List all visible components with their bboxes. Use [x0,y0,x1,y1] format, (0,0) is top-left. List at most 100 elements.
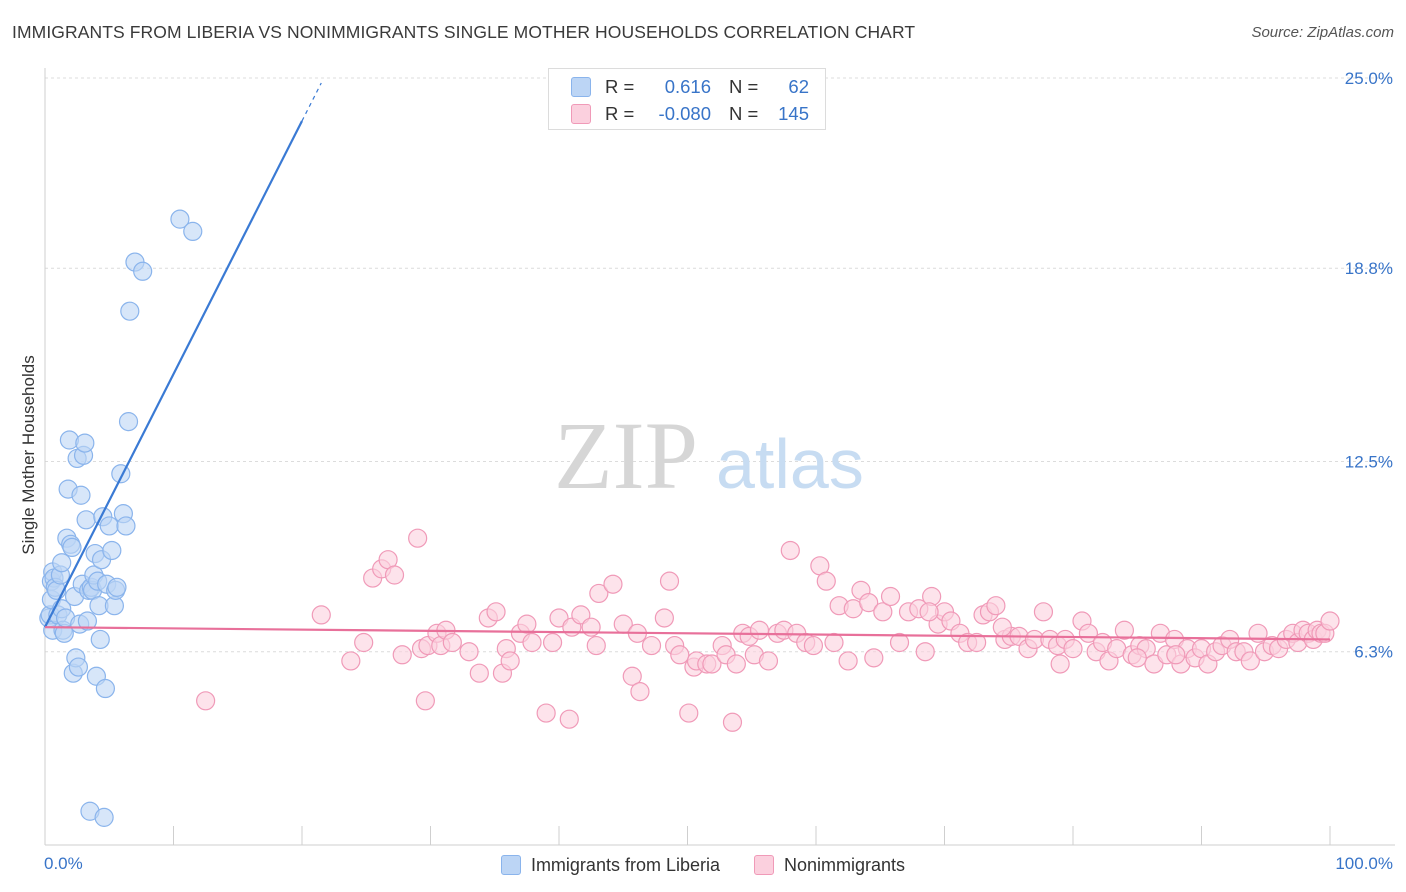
nonimmigrant-point [536,703,556,723]
nonimmigrant-point [702,654,722,674]
data-points [39,209,1340,827]
liberia-point [68,657,89,677]
nonimmigrant-point [469,663,489,683]
nonimmigrant-point [816,571,836,591]
nonimmigrant-point [1033,602,1054,622]
legend-label: Nonimmigrants [784,854,906,875]
x-tick-label-max: 100.0% [1335,854,1393,873]
y-tick-label: 25.0% [1345,69,1393,88]
watermark: ZIP atlas [554,402,864,509]
nonimmigrant-point [864,648,884,668]
chart-title: IMMIGRANTS FROM LIBERIA VS NONIMMIGRANTS… [12,22,916,42]
nonimmigrant-point [915,642,935,662]
nonimmigrant-point [559,709,579,729]
liberia-point [75,433,95,453]
liberia-point [95,678,115,699]
nonimmigrant-point [354,632,374,653]
nonimmigrant-point [522,632,542,653]
r-label: R = [605,76,635,97]
nonimmigrant-point [542,632,563,653]
liberia-point [170,209,190,229]
liberia-trend-extension [301,82,322,122]
legend-item-liberia[interactable]: Immigrants from Liberia [500,854,720,876]
nonimmigrant-point [726,654,746,674]
n-value: 145 [778,103,809,124]
liberia-point [94,807,114,827]
nonimmigrant-point [408,528,428,548]
nonimmigrant-point [670,645,690,665]
nonimmigrant-point [1050,654,1070,674]
liberia-point [59,430,80,450]
liberia-trend-line [44,120,303,628]
liberia-point [77,611,98,631]
stat-row-liberia: R = 0.616 N = 62 [571,74,809,100]
liberia-point [90,629,110,650]
nonimmigrant-point [659,571,680,591]
nonimmigrant-point [679,703,699,723]
nonimmigrant-point [873,602,893,622]
n-label: N = [729,103,759,124]
source-credit: Source: ZipAtlas.com [1251,24,1394,41]
series-legend: Immigrants from Liberia Nonimmigrants [0,852,1406,878]
nonimmigrant-point [384,565,405,585]
nonimmigrant-point [1127,648,1147,668]
nonimmigrant-point [1063,639,1083,659]
nonimmigrant-point [859,593,879,613]
nonimmigrant-point [442,632,462,653]
nonimmigrant-point [722,712,743,732]
liberia-legend-swatch [500,855,521,875]
nonimmigrant-point [1166,645,1186,665]
nonimmigrant-point [992,617,1012,637]
nonimmigrant-point [415,691,435,711]
liberia-point [120,301,140,321]
nonimmigrant-point [1114,620,1135,640]
liberia-point [183,221,203,241]
nonimmigrant-point [500,651,520,671]
liberia-point [118,412,139,432]
nonimmigrant-point [780,540,800,561]
r-value: 0.616 [664,76,711,97]
y-tick-label: 18.8% [1345,259,1393,278]
nonimmigrant-point [622,666,642,686]
nonimmigrant-point [641,635,662,656]
grid-lines [45,77,1395,653]
nonimmigrant-point [196,691,216,711]
liberia-point [71,485,91,505]
liberia-point [107,577,127,597]
nonimmigrant-trend-line [44,626,1331,641]
nonimmigrant-point [486,602,506,622]
liberia-point [133,261,153,281]
x-tick-label-min: 0.0% [44,854,83,873]
stat-row-nonimmigrants: R = -0.080 N = 145 [571,101,809,127]
legend-label: Immigrants from Liberia [530,854,720,875]
nonimmigrant-point [919,602,939,622]
nonimmigrant-point [630,681,650,702]
nonimmigrant-point [654,608,674,628]
liberia-point [102,540,122,561]
nonimmigrants-swatch [571,104,591,124]
nonimmigrant-point [603,574,623,594]
axes [44,68,1395,846]
liberia-point [52,553,72,573]
liberia-point [62,537,82,558]
liberia-swatch [571,77,591,97]
n-value: 62 [788,76,809,97]
n-label: N = [729,76,759,97]
nonimmigrant-point [880,586,901,607]
correlation-legend: R = 0.616 N = 62 R = -0.080 N = 145 [548,68,826,130]
nonimmigrant-point [589,583,609,604]
nonimmigrant-point [586,635,606,656]
nonimmigrant-point [571,605,591,625]
nonimmigrant-point [758,651,779,671]
nonimmigrant-point [341,651,361,671]
y-tick-label: 6.3% [1354,643,1393,662]
legend-item-nonimmigrants[interactable]: Nonimmigrants [754,855,905,876]
y-tick-label: 12.5% [1345,453,1393,472]
nonimmigrant-point [824,632,844,653]
watermark-zip: ZIP [554,402,698,509]
nonimmigrants-legend-swatch [754,855,774,875]
nonimmigrant-point [311,605,331,625]
watermark-atlas: atlas [716,425,864,503]
nonimmigrant-point [967,632,987,653]
